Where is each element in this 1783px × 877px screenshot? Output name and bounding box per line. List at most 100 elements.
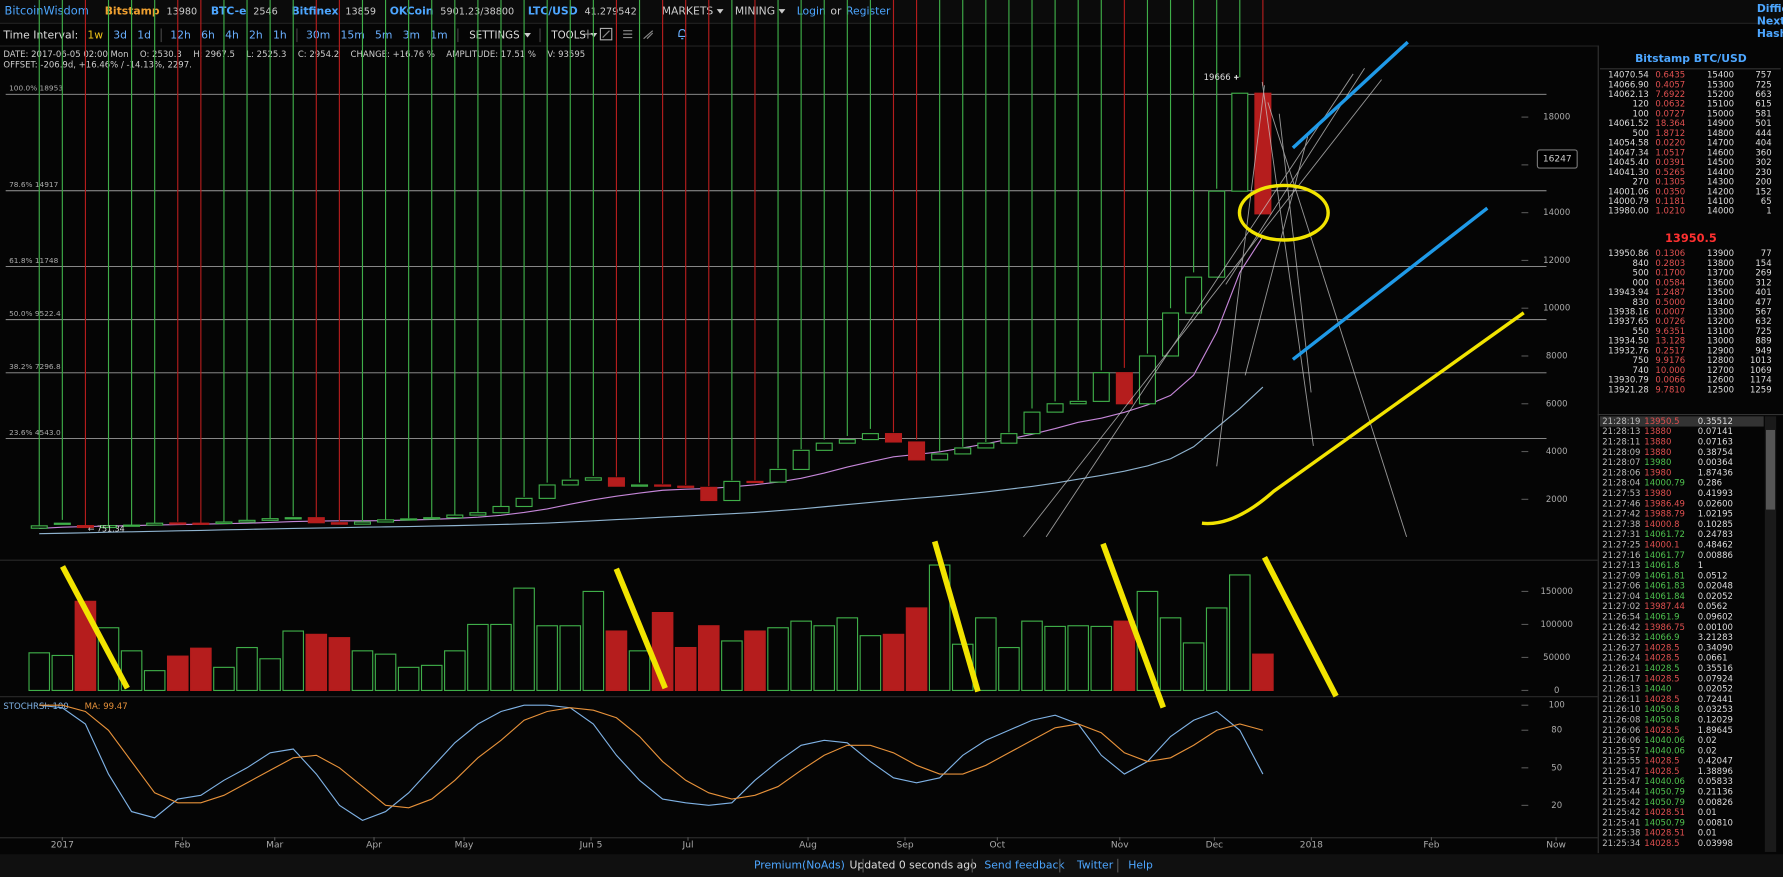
- orderbook-cell[interactable]: 13937.65: [1608, 317, 1649, 327]
- ticker-name[interactable]: Bitstamp: [105, 4, 160, 17]
- orderbook-cell[interactable]: 10.000: [1655, 366, 1685, 376]
- orderbook-cell[interactable]: 0.0727: [1655, 109, 1685, 119]
- orderbook-cell[interactable]: 0.0726: [1655, 317, 1685, 327]
- orderbook-cell[interactable]: 14000.79: [1608, 197, 1649, 207]
- candle-body: [1185, 276, 1203, 314]
- orderbook-cell[interactable]: 13932.76: [1608, 346, 1649, 356]
- orderbook-cell[interactable]: 14066.90: [1608, 80, 1649, 90]
- footer-link[interactable]: Send feedback: [984, 859, 1065, 872]
- orderbook-cell[interactable]: 500: [1633, 129, 1649, 139]
- tools-menu[interactable]: TOOLS: [550, 30, 586, 41]
- orderbook-cell[interactable]: 13930.79: [1608, 376, 1649, 386]
- orderbook-cell[interactable]: 270: [1633, 178, 1649, 188]
- orderbook-cell[interactable]: 13.128: [1655, 337, 1685, 347]
- menu[interactable]: MARKETS: [662, 4, 714, 17]
- footer-link[interactable]: Help: [1128, 859, 1153, 872]
- interval-button[interactable]: 6h: [201, 28, 215, 41]
- orderbook-cell[interactable]: 13950.86: [1608, 249, 1649, 259]
- trade-time: 21:27:42: [1602, 510, 1640, 520]
- orderbook-cell[interactable]: 0.1181: [1655, 197, 1685, 207]
- orderbook-cell[interactable]: 0.0066: [1655, 376, 1685, 386]
- interval-button[interactable]: 1m: [430, 28, 447, 41]
- settings-menu[interactable]: SETTINGS: [469, 30, 519, 41]
- orderbook-cell[interactable]: 13980.00: [1608, 207, 1649, 217]
- tool-icon[interactable]: [599, 27, 613, 41]
- scrollbar[interactable]: [1764, 416, 1777, 852]
- login-link[interactable]: Login: [797, 4, 826, 17]
- orderbook-cell[interactable]: 9.6351: [1655, 327, 1685, 337]
- orderbook-cell[interactable]: 13934.50: [1608, 337, 1649, 347]
- trade-amount: 0.07924: [1698, 674, 1733, 684]
- interval-button[interactable]: 1h: [273, 28, 287, 41]
- orderbook-cell[interactable]: 0.2517: [1655, 346, 1685, 356]
- orderbook-cell[interactable]: 1.0517: [1655, 148, 1685, 158]
- tool-icon[interactable]: [583, 29, 593, 39]
- orderbook-cell[interactable]: 9.9176: [1655, 356, 1685, 366]
- orderbook-cell[interactable]: 13938.16: [1608, 308, 1649, 318]
- interval-button[interactable]: 12h: [170, 28, 191, 41]
- ticker-name[interactable]: BTC-e: [211, 4, 247, 17]
- x-tick-label: Feb: [1423, 841, 1439, 851]
- orderbook-cell[interactable]: 7.6922: [1655, 90, 1685, 100]
- interval-button[interactable]: 15m: [341, 28, 365, 41]
- tool-icon[interactable]: [602, 30, 654, 40]
- orderbook-cell[interactable]: 1.0210: [1655, 207, 1685, 217]
- orderbook-cell[interactable]: 000: [1633, 278, 1649, 288]
- orderbook-cell[interactable]: 14061.52: [1608, 119, 1649, 129]
- interval-button[interactable]: 30m: [306, 28, 330, 41]
- interval-button[interactable]: 2h: [249, 28, 263, 41]
- orderbook-cell[interactable]: 14045.40: [1608, 158, 1649, 168]
- orderbook-cell[interactable]: 13921.28: [1608, 385, 1649, 395]
- orderbook-cell[interactable]: 830: [1633, 298, 1649, 308]
- interval-button[interactable]: 1d: [137, 28, 151, 41]
- orderbook-cell[interactable]: 0.0350: [1655, 187, 1685, 197]
- orderbook-cell[interactable]: 0.5000: [1655, 298, 1685, 308]
- ticker-name[interactable]: LTC/USD: [528, 4, 578, 17]
- orderbook-cell[interactable]: 0.1306: [1655, 249, 1685, 259]
- brand[interactable]: BitcoinWisdom: [5, 3, 89, 17]
- orderbook-cell[interactable]: 1.2487: [1655, 288, 1685, 298]
- orderbook-cell[interactable]: 14001.06: [1608, 187, 1649, 197]
- orderbook-cell[interactable]: 550: [1633, 327, 1649, 337]
- ohlc-info: C: 2954.2: [298, 50, 339, 60]
- orderbook-cell[interactable]: 18.364: [1655, 119, 1685, 129]
- orderbook-cell[interactable]: 9.7810: [1655, 385, 1685, 395]
- orderbook-cell[interactable]: 0.0584: [1655, 278, 1685, 288]
- scroll-thumb[interactable]: [1765, 429, 1776, 510]
- orderbook-cell[interactable]: 0.0007: [1655, 308, 1685, 318]
- orderbook-cell[interactable]: 500: [1633, 269, 1649, 279]
- interval-button[interactable]: 3m: [403, 28, 420, 41]
- orderbook-cell: 12700: [1707, 366, 1734, 376]
- orderbook-cell[interactable]: 14054.58: [1608, 139, 1649, 149]
- footer-link[interactable]: Premium(NoAds): [754, 859, 845, 872]
- alert-icon[interactable]: [678, 29, 687, 40]
- orderbook-cell[interactable]: 740: [1633, 366, 1649, 376]
- orderbook-cell[interactable]: 0.6435: [1655, 71, 1685, 81]
- orderbook-cell[interactable]: 14041.30: [1608, 168, 1649, 178]
- orderbook-cell[interactable]: 0.1700: [1655, 269, 1685, 279]
- orderbook-cell[interactable]: 14070.54: [1608, 71, 1649, 81]
- orderbook-cell[interactable]: 750: [1633, 356, 1649, 366]
- interval-button[interactable]: 3d: [113, 28, 127, 41]
- interval-button[interactable]: 5m: [375, 28, 392, 41]
- orderbook-cell[interactable]: 0.0220: [1655, 139, 1685, 149]
- orderbook-cell[interactable]: 1.8712: [1655, 129, 1685, 139]
- orderbook-cell[interactable]: 0.4057: [1655, 80, 1685, 90]
- orderbook-cell[interactable]: 100: [1633, 109, 1649, 119]
- ticker-name[interactable]: OKCoin: [390, 4, 434, 17]
- orderbook-cell[interactable]: 0.0391: [1655, 158, 1685, 168]
- orderbook-cell[interactable]: 14047.34: [1608, 148, 1649, 158]
- orderbook-cell[interactable]: 0.1305: [1655, 178, 1685, 188]
- orderbook-cell[interactable]: 14062.13: [1608, 90, 1649, 100]
- orderbook-cell[interactable]: 0.0632: [1655, 100, 1685, 110]
- interval-button[interactable]: 4h: [225, 28, 239, 41]
- footer-link[interactable]: Twitter: [1076, 859, 1114, 872]
- orderbook-cell[interactable]: 13943.94: [1608, 288, 1649, 298]
- interval-button[interactable]: 1w: [87, 28, 103, 41]
- orderbook-cell[interactable]: 120: [1633, 100, 1649, 110]
- orderbook-cell[interactable]: 0.5265: [1655, 168, 1685, 178]
- ticker-name[interactable]: Bitfinex: [291, 4, 338, 17]
- orderbook-cell[interactable]: 840: [1633, 259, 1649, 269]
- orderbook-cell[interactable]: 0.2803: [1655, 259, 1685, 269]
- register-link[interactable]: Register: [846, 4, 891, 17]
